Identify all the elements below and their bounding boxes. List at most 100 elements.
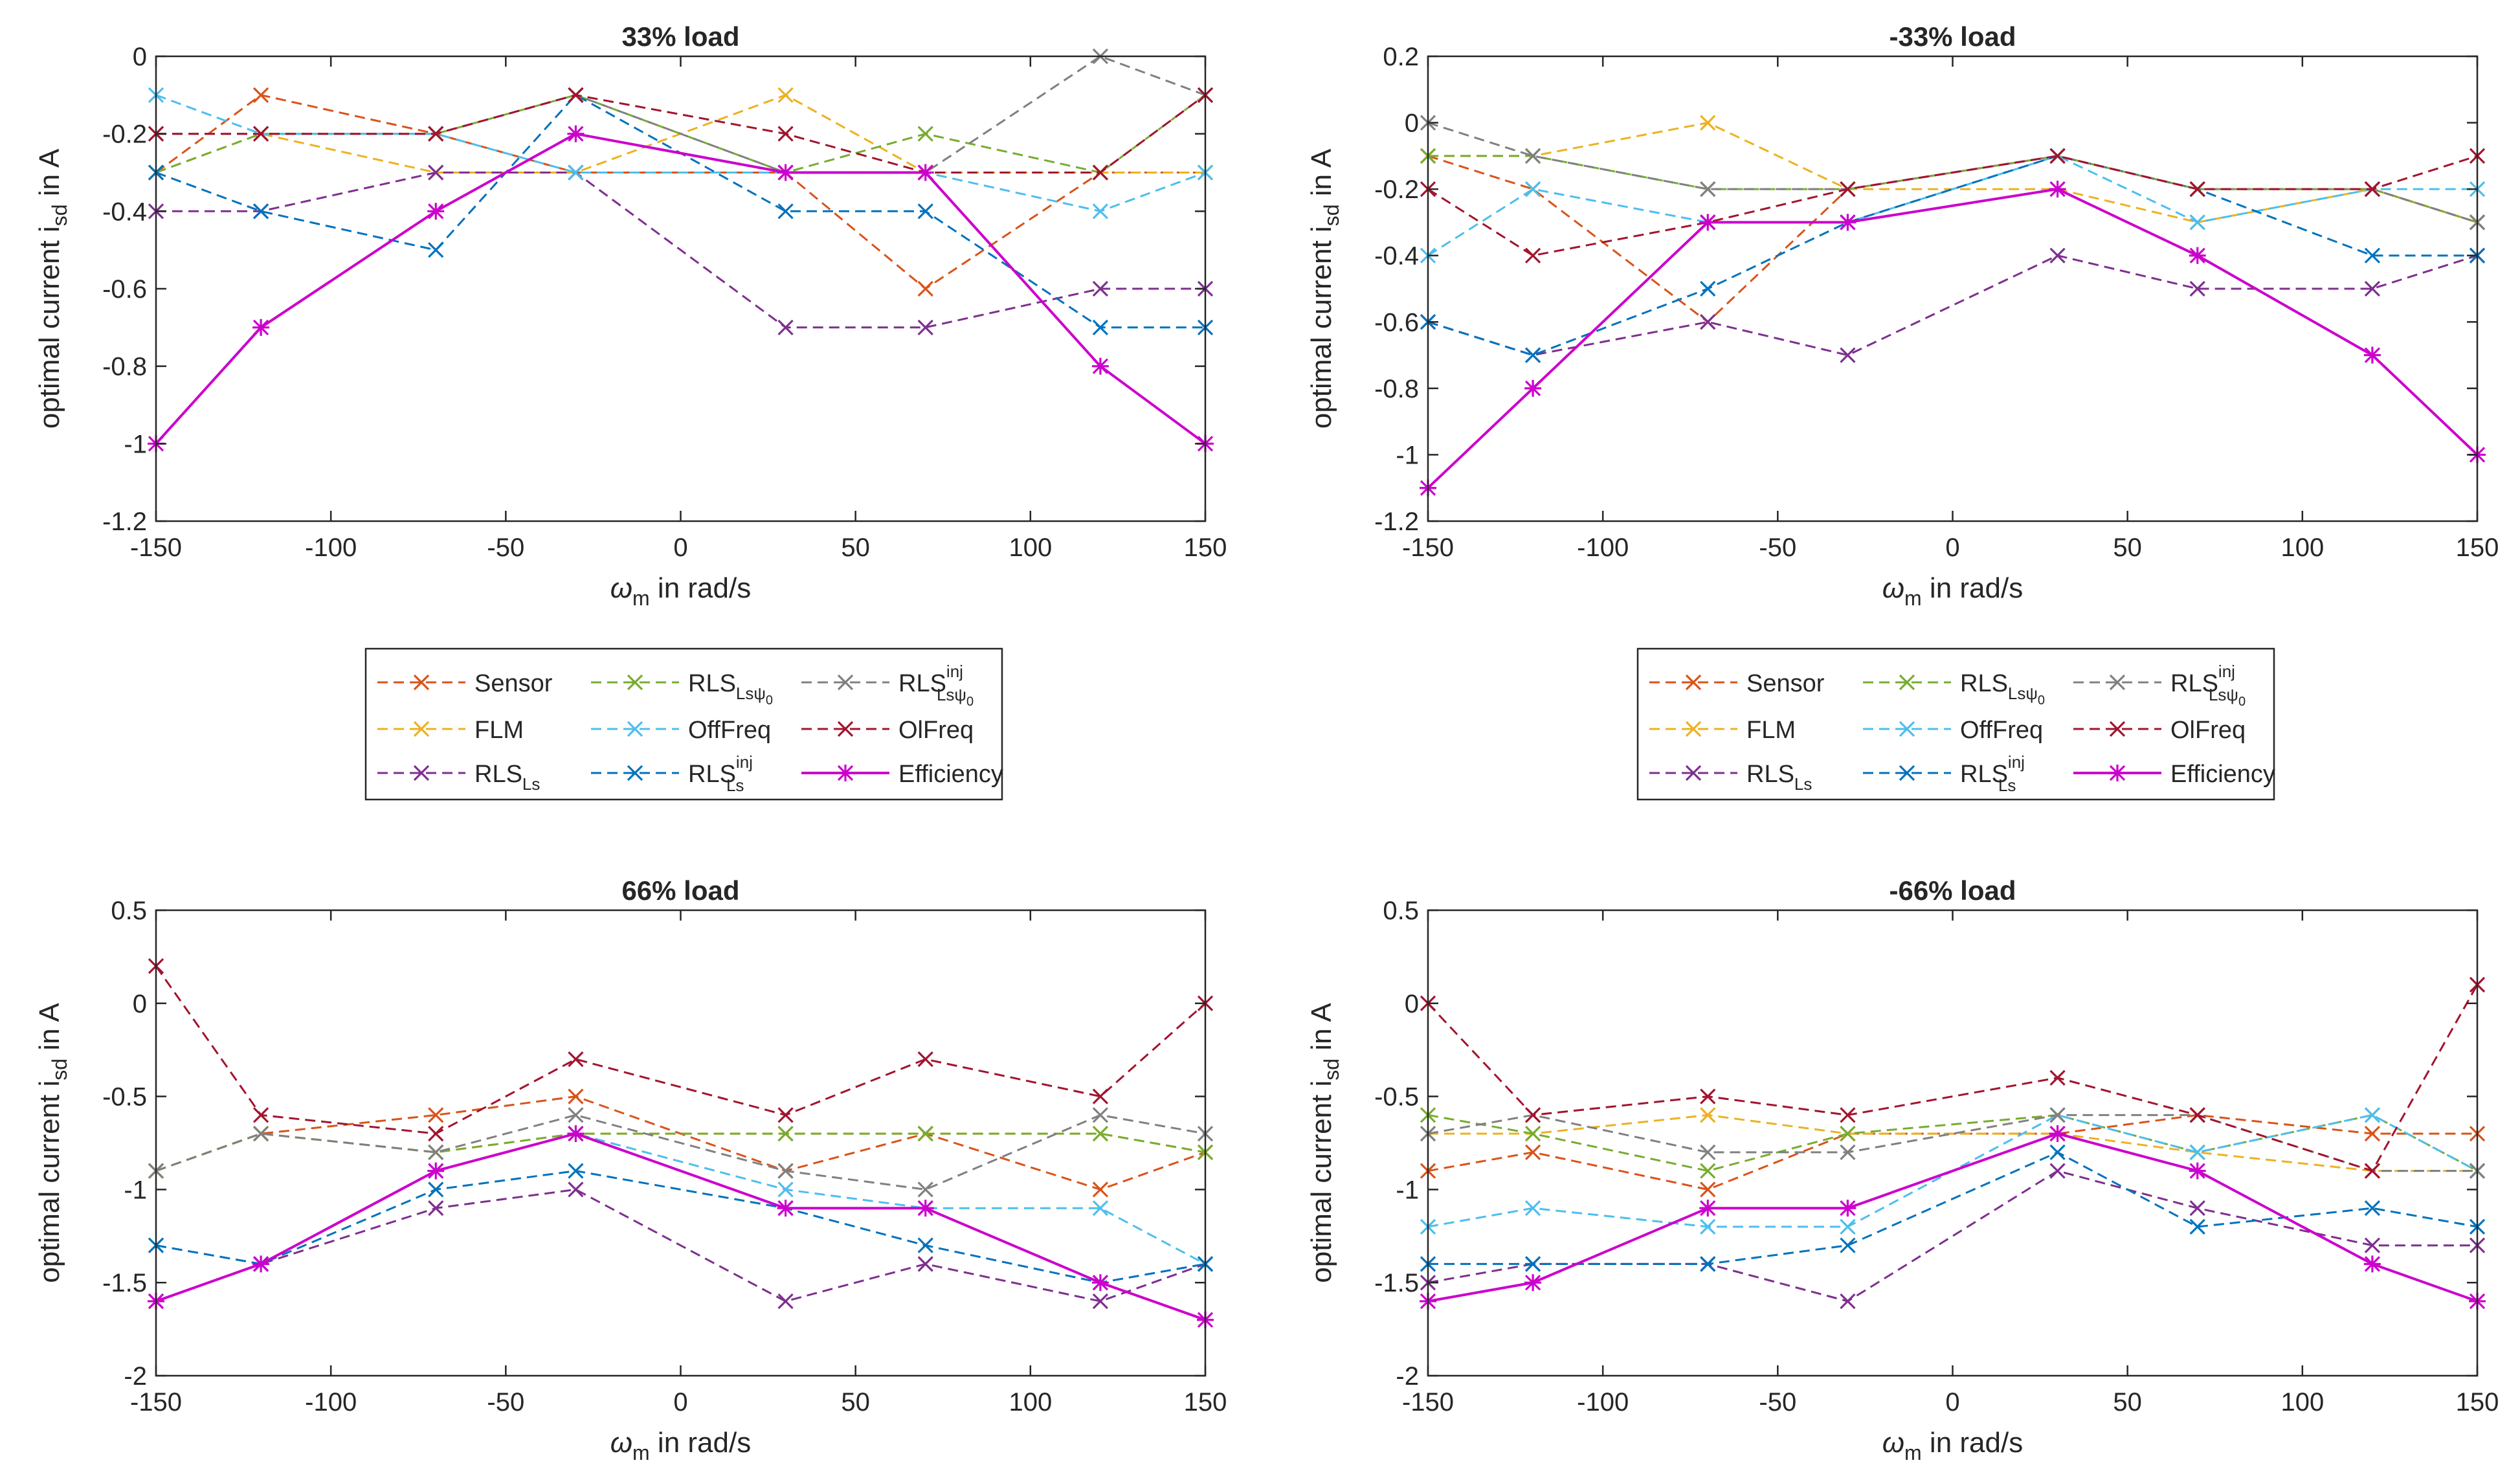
x-tick-label: 150 <box>2456 1388 2499 1416</box>
legend-marker-rls_inj_ls <box>1899 765 1915 781</box>
data-point-offfreq <box>1092 203 1109 219</box>
data-point-sensor <box>1524 1144 1541 1161</box>
series-line-rls_inj_ls <box>1428 1151 2478 1265</box>
y-tick-label: -1.5 <box>102 1269 147 1297</box>
data-point-rls_inj_ls <box>2364 1200 2381 1216</box>
legend-box <box>1636 647 2275 801</box>
y-tick-label: -0.5 <box>1374 1083 1419 1112</box>
y-tick-label: -0.4 <box>102 197 147 226</box>
data-point-sensor <box>252 87 269 103</box>
y-tick-label: -0.2 <box>1374 175 1419 204</box>
data-point-olfreq <box>777 126 794 142</box>
data-point-rls_lspsi <box>1092 1125 1109 1142</box>
y-tick-label: -0.2 <box>102 120 147 149</box>
data-point-rls_lspsi <box>1700 1163 1716 1179</box>
data-point-efficiency <box>1524 379 1542 397</box>
x-tick-label: 150 <box>1184 533 1227 562</box>
data-point-rls_inj_ls <box>2189 1218 2205 1235</box>
plot-area <box>156 56 1205 521</box>
data-point-offfreq <box>568 164 584 181</box>
series-line-rls_ls <box>155 1188 1206 1303</box>
data-point-efficiency <box>2363 346 2381 364</box>
x-tick-label: -100 <box>1577 1388 1629 1416</box>
data-point-efficiency <box>567 1125 585 1143</box>
data-point-offfreq <box>1092 1200 1109 1216</box>
x-axis-label: ωm in rad/s <box>610 572 751 610</box>
series-line-olfreq <box>155 965 1206 1135</box>
legend-label: RLSinj Lsψ0 <box>2170 662 2246 709</box>
data-point-rls_ls <box>1092 1293 1109 1310</box>
x-tick-label: 50 <box>2113 533 2142 562</box>
data-point-offfreq <box>1700 1218 1716 1235</box>
legend-entry-rls_inj_ls: RLSinj Ls <box>1863 752 2025 795</box>
data-point-sensor <box>1700 1181 1716 1198</box>
data-point-rls_inj_lspsi <box>1700 181 1716 197</box>
data-point-sensor <box>1092 1181 1109 1198</box>
x-axis-label: ωm in rad/s <box>1882 1427 2023 1464</box>
legend-marker-rls_lspsi <box>627 674 643 691</box>
data-point-olfreq <box>1524 1107 1541 1123</box>
data-point-rls_inj_ls <box>1524 347 1541 363</box>
legend-entry-sensor: Sensor <box>377 670 553 697</box>
series-rls_inj_lspsi <box>148 1107 1214 1198</box>
legend-entry-rls_lspsi: RLSLsψ0 <box>1863 670 2045 708</box>
data-point-efficiency <box>1091 357 1109 375</box>
data-point-offfreq <box>2189 1144 2205 1161</box>
data-point-rls_ls <box>568 1181 584 1198</box>
data-point-rls_inj_lspsi <box>777 1163 794 1179</box>
data-point-efficiency <box>2049 181 2066 198</box>
legend-entry-flm: FLM <box>1649 717 1796 744</box>
x-tick-label: 100 <box>2280 533 2324 562</box>
data-point-rls_inj_ls <box>777 203 794 219</box>
legend-entry-rls_inj_lspsi: RLSinj Lsψ0 <box>801 662 974 709</box>
y-axis-label: optimal current isd in A <box>1306 148 1343 429</box>
data-point-rls_inj_ls <box>252 203 269 219</box>
data-point-olfreq <box>1092 1088 1109 1104</box>
series-line-rls_lspsi <box>155 1132 1206 1172</box>
legend-label: Sensor <box>474 670 553 697</box>
x-tick-label: -50 <box>1759 1388 1796 1416</box>
x-tick-label: 50 <box>841 533 870 562</box>
legend-entry-rls_ls: RLSLs <box>1649 761 1812 794</box>
legend-label: RLSinj Lsψ0 <box>898 662 974 709</box>
legend-marker-offfreq <box>1899 721 1915 737</box>
x-tick-label: -150 <box>130 1388 182 1416</box>
y-tick-label: 0.2 <box>1383 43 1419 71</box>
legend-entry-rls_ls: RLSLs <box>377 761 540 794</box>
data-point-rls_inj_lspsi <box>2049 1107 2066 1123</box>
data-point-rls_ls <box>428 1200 444 1216</box>
chart-panel-4: -150 -100 -50 0 50 100 150 -2 -1.5 -1 -0.5 0 0.5 -66%… <box>1306 875 2499 1464</box>
x-tick-label: -100 <box>305 1388 357 1416</box>
y-tick-label: 0.5 <box>111 897 147 925</box>
y-tick-label: -1.2 <box>102 508 147 536</box>
x-tick-label: 50 <box>2113 1388 2142 1416</box>
data-point-rls_ls <box>2364 1237 2381 1253</box>
x-tick-label: 100 <box>1009 533 1052 562</box>
data-point-rls_ls <box>2189 280 2205 297</box>
y-axis-label: optimal current isd in A <box>34 148 71 429</box>
x-tick-label: 0 <box>1945 533 1959 562</box>
data-point-efficiency <box>1524 1274 1542 1292</box>
chart-title: -33% load <box>1889 21 2016 52</box>
x-tick-label: -100 <box>305 533 357 562</box>
data-point-rls_inj_lspsi <box>428 1144 444 1161</box>
x-tick-label: -100 <box>1577 533 1629 562</box>
data-point-offfreq <box>1524 181 1541 197</box>
x-tick-label: -50 <box>487 1388 524 1416</box>
data-point-rls_ls <box>777 319 794 335</box>
data-point-efficiency <box>2049 1125 2066 1143</box>
x-tick-label: 0 <box>673 533 687 562</box>
data-point-sensor <box>428 1107 444 1123</box>
data-point-olfreq <box>252 1107 269 1123</box>
legend-label: OffFreq <box>1960 717 2043 744</box>
series-line-offfreq <box>155 94 1206 212</box>
data-point-flm <box>777 87 794 103</box>
data-point-rls_ls <box>917 1256 933 1272</box>
series-line-rls_inj_lspsi <box>155 1114 1206 1191</box>
series-line-rls_inj_ls <box>1427 155 2477 357</box>
chart-panel-3: -150 -100 -50 0 50 100 150 -2 -1.5 -1 -0.5 0 0.5 66% … <box>34 875 1227 1464</box>
x-tick-label: 150 <box>1184 1388 1227 1416</box>
data-point-rls_inj_ls <box>428 242 444 258</box>
legend-marker-rls_ls <box>1685 765 1702 781</box>
